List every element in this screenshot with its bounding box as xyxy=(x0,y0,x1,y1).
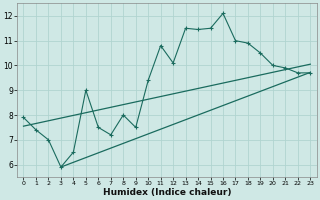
X-axis label: Humidex (Indice chaleur): Humidex (Indice chaleur) xyxy=(103,188,231,197)
